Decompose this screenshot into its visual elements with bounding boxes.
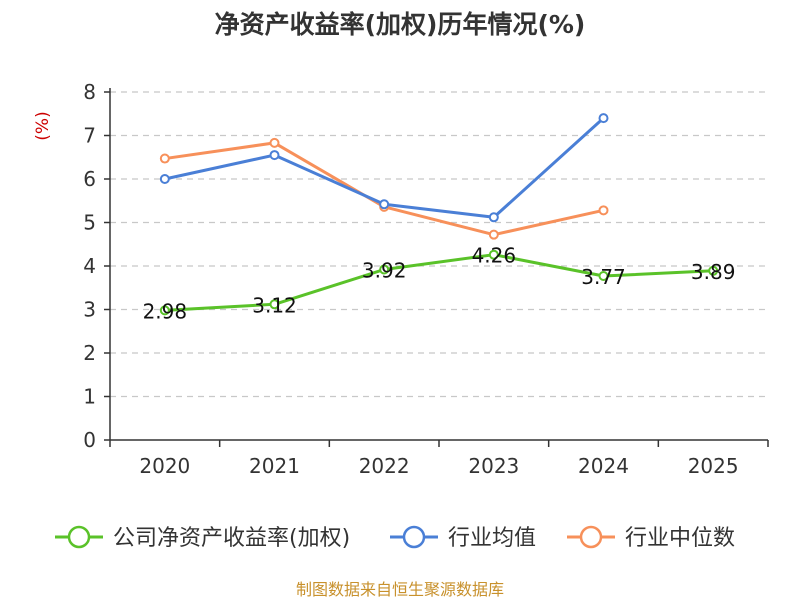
series-0-point-2025 [708, 265, 719, 276]
data-label-2020: 2.98 [143, 299, 188, 323]
series-2-point-2020 [159, 153, 170, 164]
y-tick-labels: 0 1 2 3 4 5 6 7 8 [83, 80, 96, 452]
y-tick-label-4: 4 [83, 254, 96, 278]
grid-lines [110, 91, 768, 398]
series-line-0 [164, 253, 714, 312]
x-tick-label-2022: 2022 [359, 454, 410, 478]
y-tick-label-8: 8 [83, 80, 96, 104]
y-tick-label-2: 2 [83, 341, 96, 365]
y-axis-unit: (%) [33, 111, 53, 140]
series-line-2 [164, 141, 604, 237]
data-labels: 2.98 3.12 3.92 4.26 3.77 3.89 [143, 244, 736, 324]
data-label-2022: 3.92 [362, 258, 407, 282]
y-tick-label-5: 5 [83, 211, 96, 235]
series-0-point-2024 [598, 271, 609, 282]
y-tick-label-7: 7 [83, 124, 96, 148]
chart-title: 净资产收益率(加权)历年情况(%) [215, 10, 586, 39]
y-tick-label-1: 1 [83, 385, 96, 409]
x-tick-labels: 2020 2021 2022 2023 2024 2025 [139, 454, 738, 478]
series-1-point-2022 [379, 199, 390, 210]
legend-marker-1 [402, 525, 426, 549]
x-tick-label-2024: 2024 [578, 454, 629, 478]
series-0-point-2023 [488, 249, 499, 260]
series-points [159, 113, 719, 316]
x-tick-label-2025: 2025 [688, 454, 739, 478]
x-tick-label-2023: 2023 [468, 454, 519, 478]
axes [104, 88, 769, 447]
data-label-2021: 3.12 [252, 293, 297, 317]
legend-item-2[interactable]: 行业中位数 [567, 525, 735, 551]
series-lines [164, 116, 714, 312]
series-0-point-2021 [269, 299, 280, 310]
series-2-point-2023 [488, 229, 499, 240]
legend-label-2: 行业中位数 [625, 526, 735, 551]
legend[interactable]: 公司净资产收益率(加权) 行业均值 行业中位数 [55, 525, 735, 551]
x-tick-label-2020: 2020 [139, 454, 190, 478]
y-tick-label-0: 0 [83, 428, 96, 452]
series-0-point-2022 [379, 264, 390, 275]
legend-item-0[interactable]: 公司净资产收益率(加权) [55, 525, 350, 551]
data-label-2023: 4.26 [472, 244, 517, 268]
legend-marker-2 [579, 525, 603, 549]
series-1-point-2020 [159, 174, 170, 184]
series-0-point-2020 [159, 305, 170, 316]
y-tick-label-6: 6 [83, 167, 96, 191]
series-1-point-2024 [598, 113, 609, 124]
series-2-point-2024 [598, 205, 609, 216]
legend-label-0: 公司净资产收益率(加权) [113, 526, 350, 551]
y-tick-label-3: 3 [83, 298, 96, 322]
legend-marker-0 [67, 525, 91, 549]
series-1-point-2021 [269, 150, 280, 161]
legend-label-1: 行业均值 [448, 526, 536, 551]
data-label-2025: 3.89 [691, 260, 736, 284]
series-1-point-2023 [488, 212, 499, 223]
data-source-note: 制图数据来自恒生聚源数据库 [296, 580, 504, 599]
data-label-2024: 3.77 [581, 265, 626, 289]
series-2-point-2021 [269, 137, 280, 148]
legend-item-1[interactable]: 行业均值 [390, 525, 536, 551]
x-tick-label-2021: 2021 [249, 454, 300, 478]
